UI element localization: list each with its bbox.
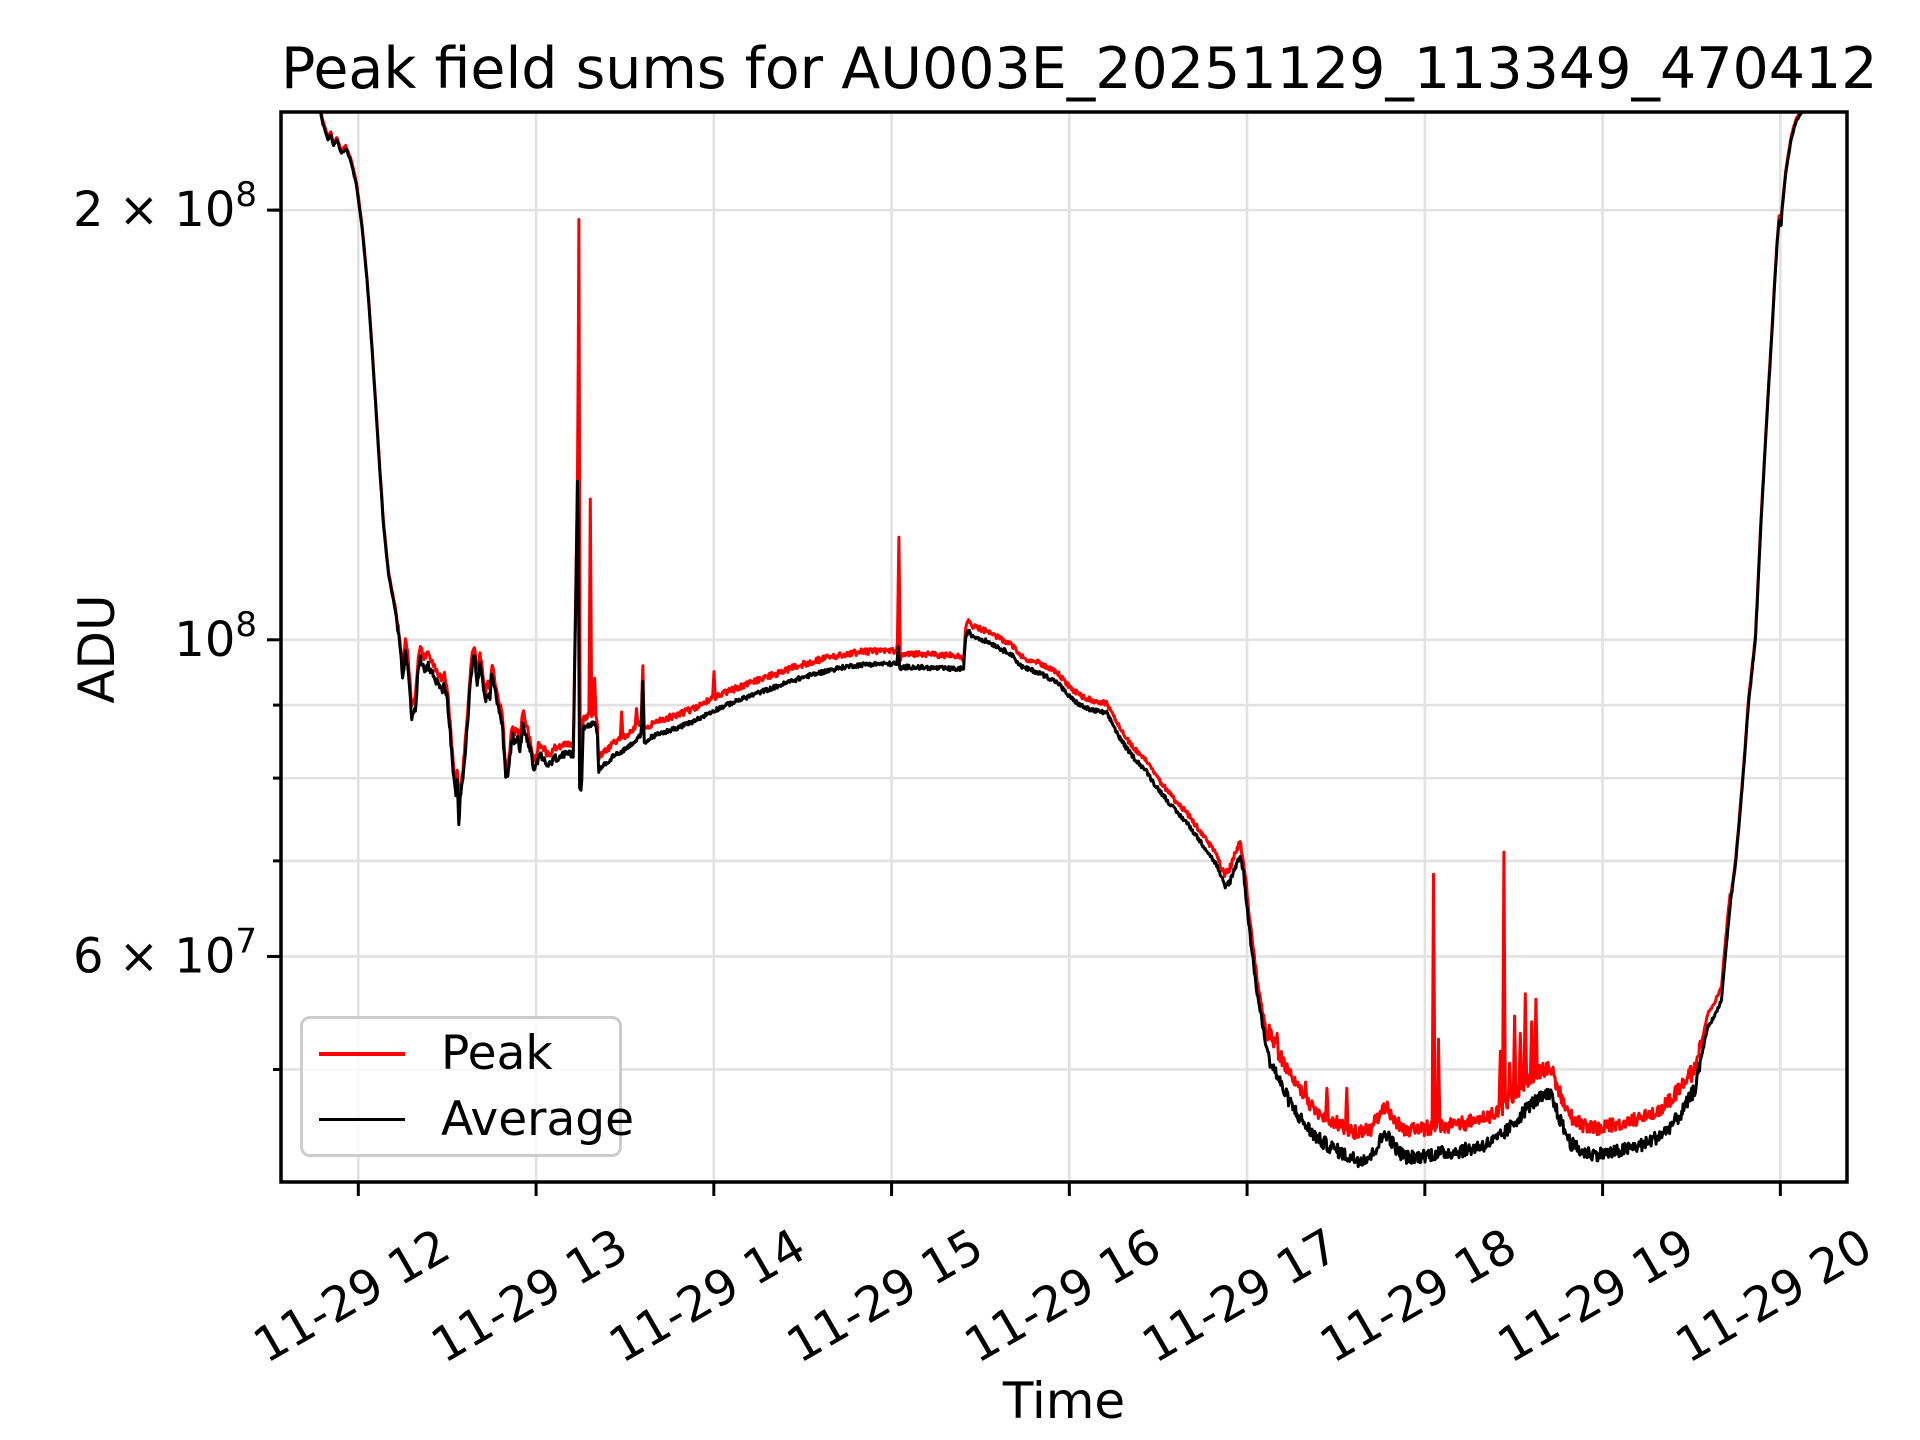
x-tick-label: 11-29 18 (1311, 1218, 1526, 1374)
average-series-line (281, 112, 1847, 1169)
tick-marks (267, 208, 1782, 1196)
peak-series-line (281, 112, 1847, 1141)
peak-line-swatch (319, 1051, 405, 1056)
x-axis-label: Time (1002, 1372, 1126, 1430)
y-tick-label: 108 (174, 605, 257, 668)
x-tick-label: 11-29 14 (600, 1218, 815, 1374)
legend-item-average: Average (303, 1088, 634, 1150)
y-axis-label: ADU (68, 594, 126, 704)
average-line-swatch (319, 1117, 405, 1122)
x-tick-label: 11-29 20 (1666, 1218, 1881, 1374)
legend-label-peak: Peak (441, 1026, 553, 1082)
x-tick-label: 11-29 15 (778, 1218, 993, 1374)
legend: Peak Average (300, 1016, 634, 1157)
y-tick-label: 6 × 107 (73, 921, 257, 984)
axes-spines (279, 110, 1849, 1184)
x-tick-label: 11-29 12 (244, 1218, 459, 1374)
x-tick-label: 11-29 17 (1133, 1218, 1348, 1374)
legend-label-average: Average (441, 1091, 635, 1147)
chart-title: Peak field sums for AU003E_20251129_1133… (281, 36, 1878, 102)
legend-item-peak: Peak (303, 1023, 619, 1085)
x-tick-label: 11-29 16 (955, 1218, 1170, 1374)
y-tick-label: 2 × 108 (73, 175, 257, 238)
x-tick-label: 11-29 13 (422, 1218, 637, 1374)
gridlines (281, 112, 1847, 1182)
x-tick-label: 11-29 19 (1489, 1218, 1704, 1374)
